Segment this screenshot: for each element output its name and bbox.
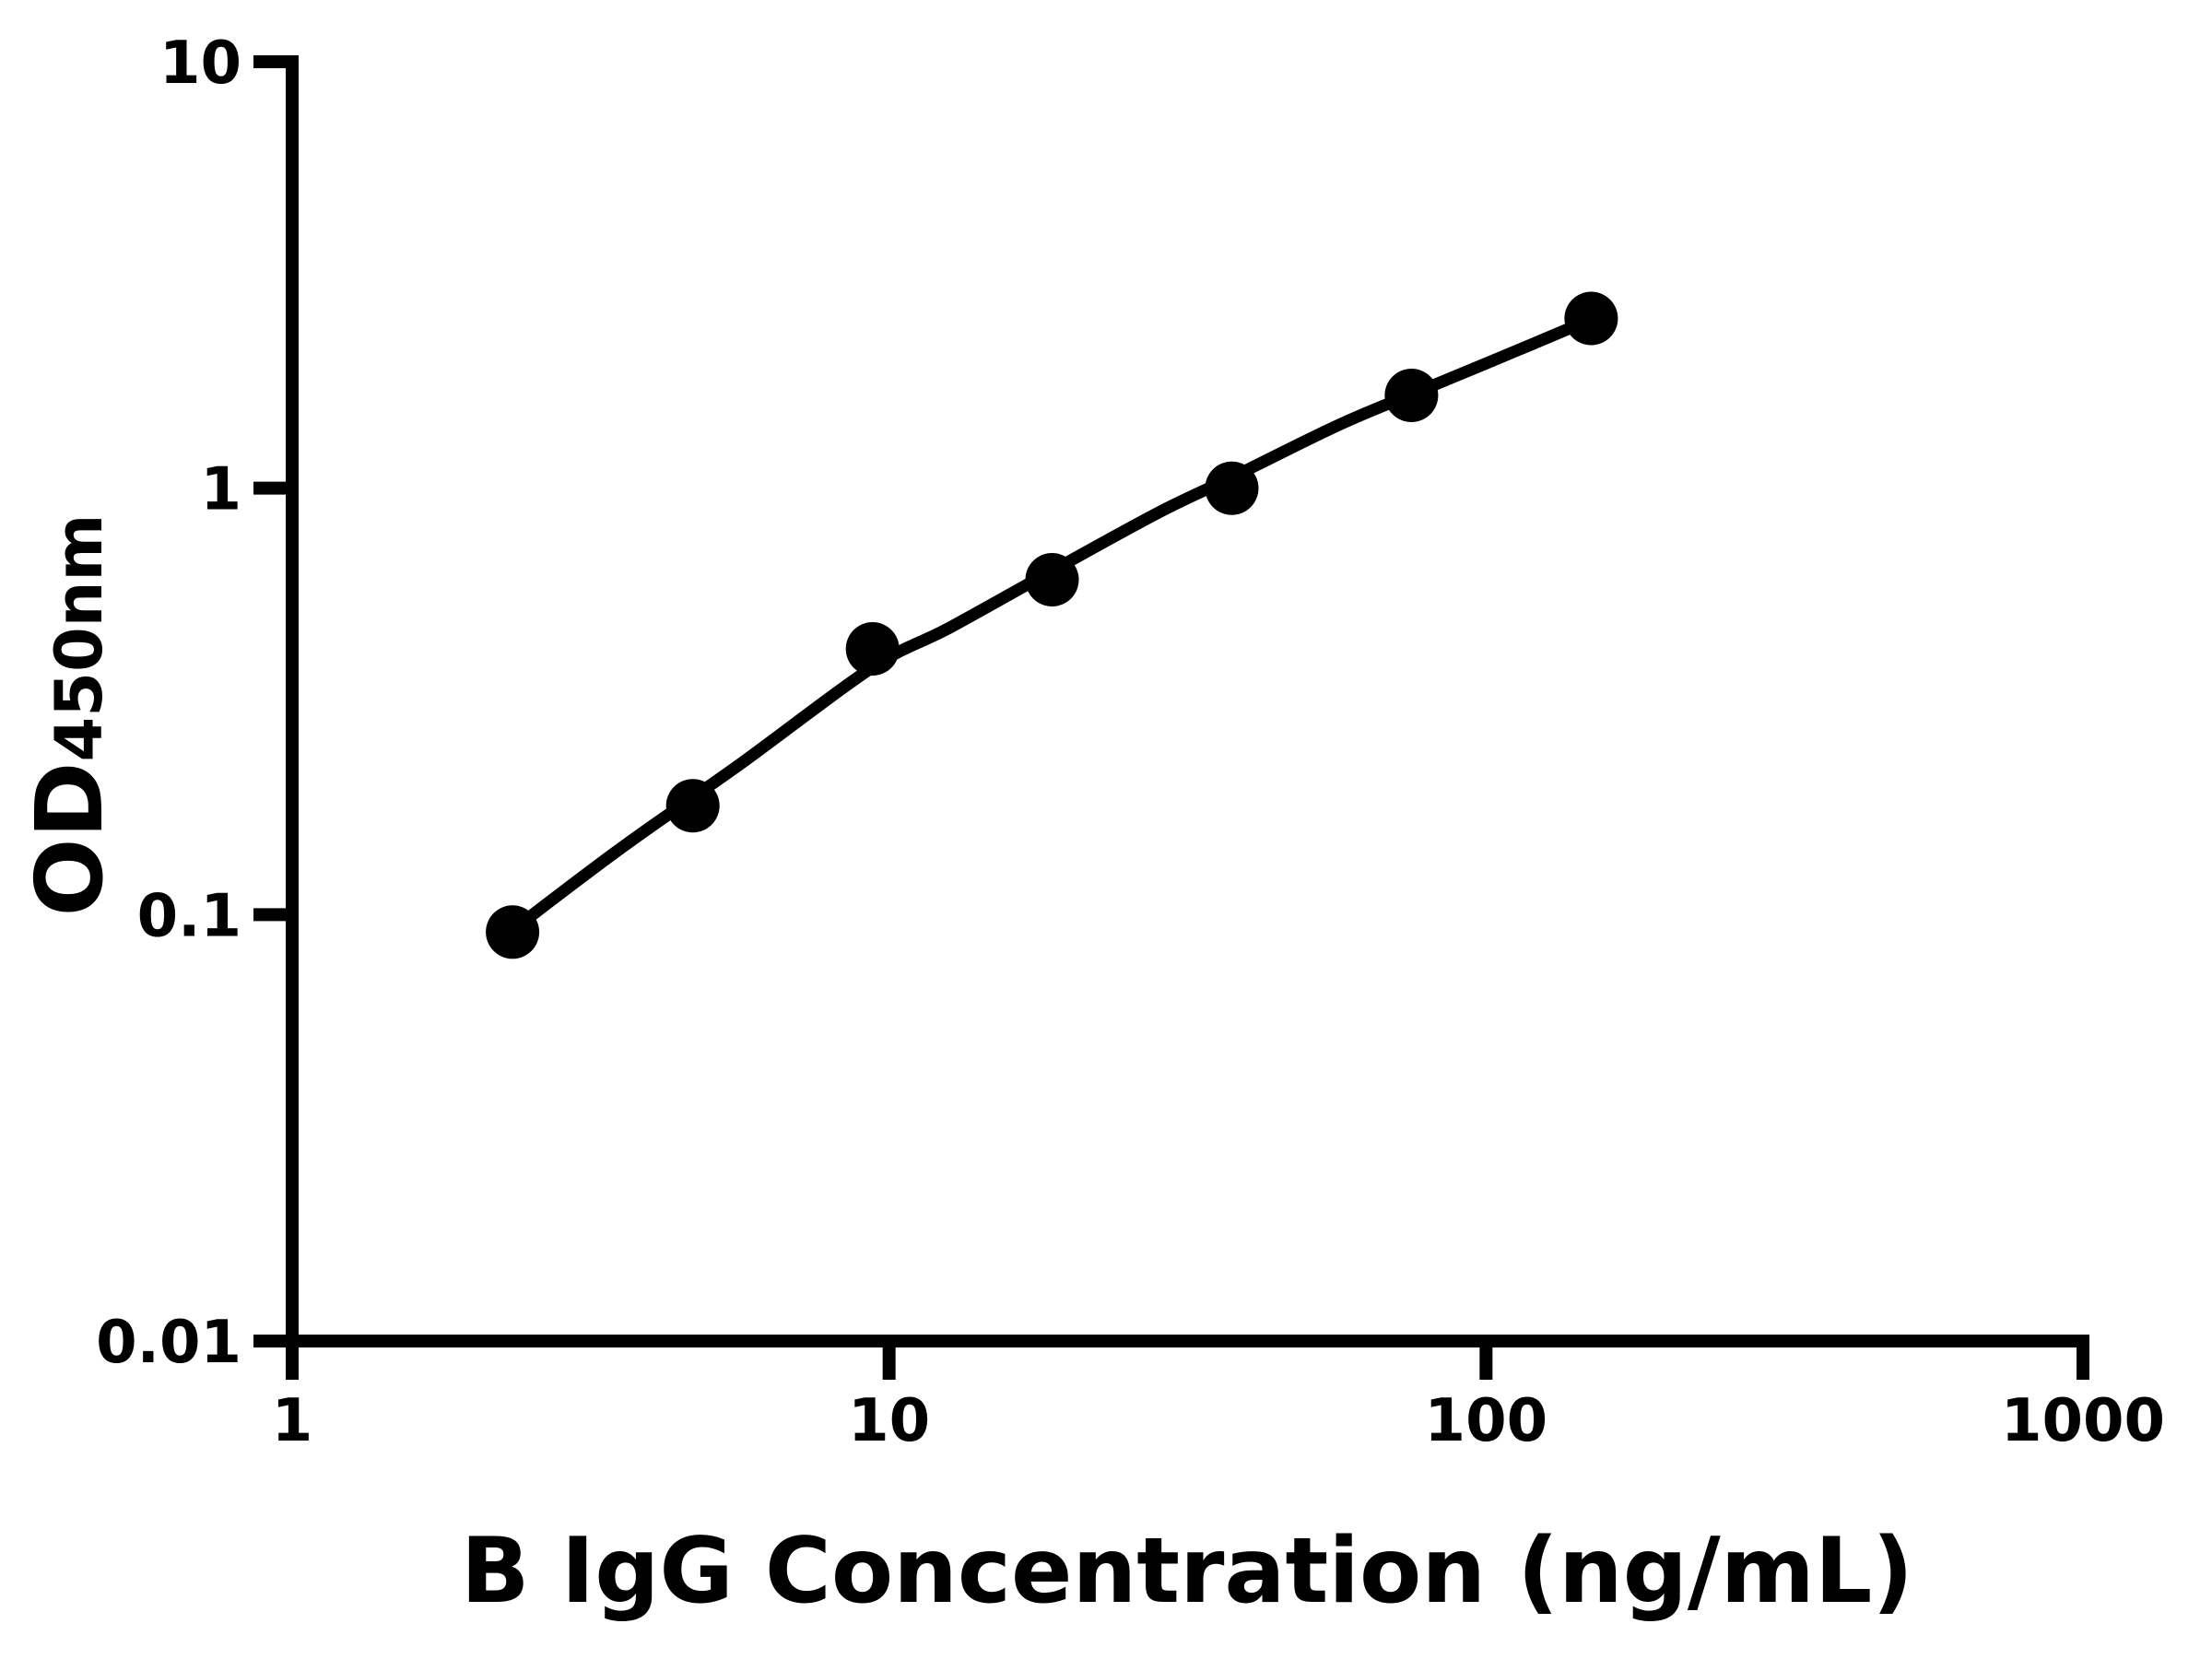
y-tick-label-10: 10 — [159, 29, 241, 98]
y-tick-label-0.1: 0.1 — [137, 882, 241, 950]
y-axis-title: OD450nm — [16, 514, 124, 917]
x-tick-label-10: 10 — [848, 1387, 930, 1455]
y-tick-label-1: 1 — [200, 456, 241, 524]
x-axis-title: B IgG Concentration (ng/mL) — [461, 1519, 1913, 1624]
data-point-1 — [486, 905, 540, 959]
y-axis-title-main: OD — [16, 761, 124, 916]
data-points-layer — [486, 291, 1618, 959]
x-tick-label-100: 100 — [1425, 1387, 1548, 1455]
data-point-2 — [665, 779, 720, 833]
data-point-3 — [845, 622, 900, 676]
data-point-6 — [1384, 369, 1439, 422]
data-point-5 — [1205, 461, 1259, 515]
x-tick-label-1: 1 — [272, 1387, 313, 1455]
y-tick-label-0.01: 0.01 — [96, 1309, 241, 1377]
x-tick-label-1000: 1000 — [2001, 1387, 2165, 1455]
data-point-7 — [1564, 291, 1618, 346]
data-point-4 — [1025, 553, 1079, 606]
axes-layer: 10 1 0.1 0.01 1 10 100 1000 — [96, 29, 2165, 1455]
y-axis-title-sub: 450nm — [41, 514, 117, 762]
